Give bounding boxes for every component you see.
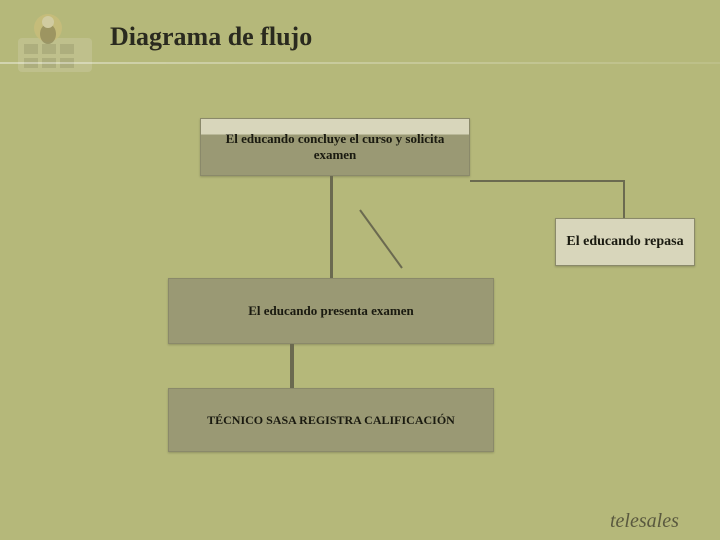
- connector: [623, 180, 625, 218]
- flow-node-label: El educando repasa: [566, 234, 683, 250]
- title-divider: [0, 62, 720, 64]
- flow-node-label: TÉCNICO SASA REGISTRA CALIFICACIÓN: [207, 413, 455, 428]
- brand-logo: telesales: [610, 510, 679, 533]
- flow-node-label: El educando presenta examen: [248, 303, 414, 319]
- flow-node-concluye: El educando concluye el curso y solicita…: [200, 118, 470, 176]
- connector: [470, 180, 625, 182]
- page-title: Diagrama de flujo: [110, 22, 312, 52]
- connector: [330, 176, 333, 278]
- flow-node-label: El educando concluye el curso y solicita…: [211, 131, 459, 163]
- corner-decor-icon: [10, 8, 100, 78]
- flow-node-registra: TÉCNICO SASA REGISTRA CALIFICACIÓN: [168, 388, 494, 452]
- flow-node-presenta: El educando presenta examen: [168, 278, 494, 344]
- connector: [290, 344, 294, 388]
- connector-diagonal: [0, 0, 720, 540]
- flow-node-repasa: El educando repasa: [555, 218, 695, 266]
